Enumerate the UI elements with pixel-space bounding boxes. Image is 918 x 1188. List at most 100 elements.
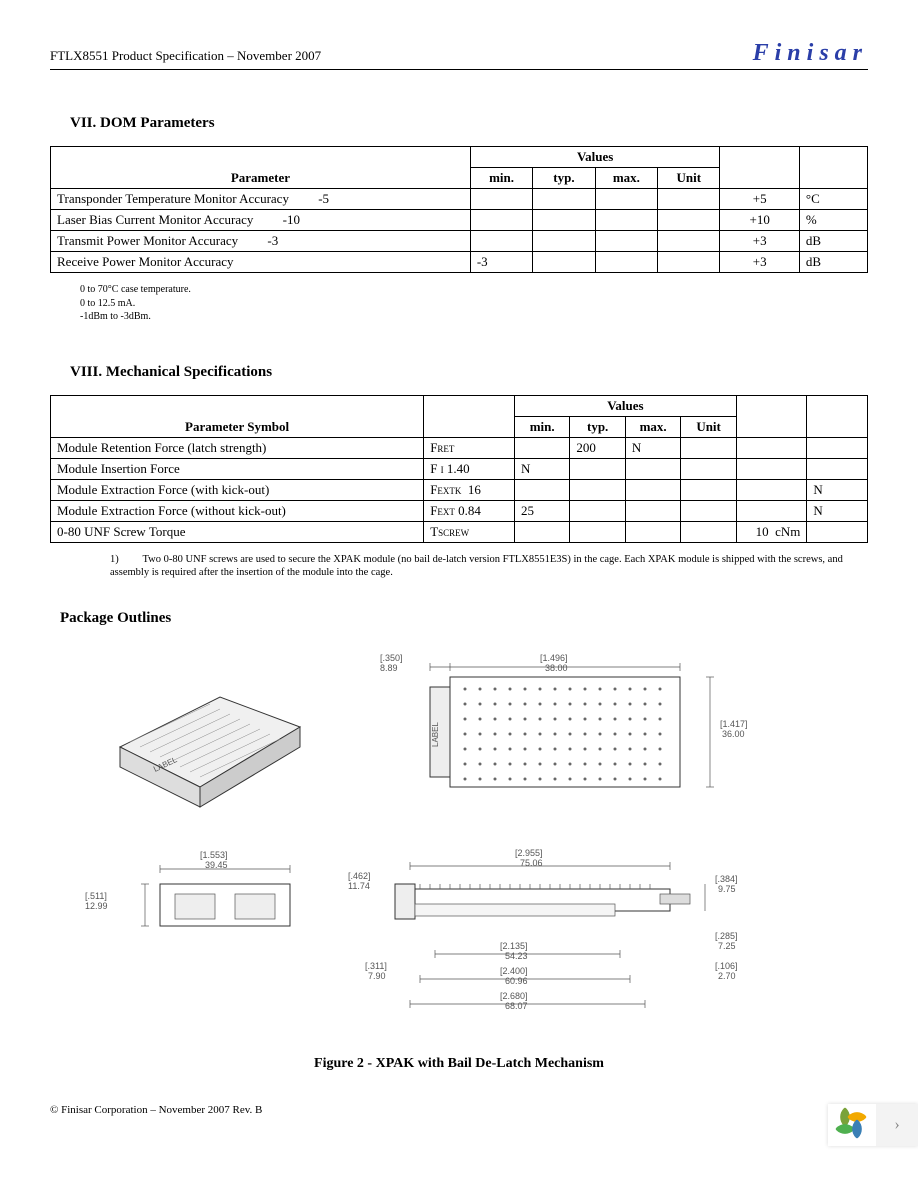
cell-unit: dB [799, 231, 867, 252]
svg-text:[1.417]: [1.417] [720, 719, 748, 729]
table-row: Module Retention Force (latch strength) … [51, 437, 868, 458]
col-typ: typ. [570, 416, 625, 437]
footnote: 0 to 12.5 mA. [80, 297, 868, 311]
cell-unitcol [658, 189, 720, 210]
cell-sym: FEXT 0.84 [424, 500, 515, 521]
svg-text:[2.955]: [2.955] [515, 848, 543, 858]
cell-max: N [625, 437, 680, 458]
col-values: Values [470, 147, 720, 168]
cell-notes [807, 458, 868, 479]
svg-text:11.74: 11.74 [348, 881, 370, 891]
top-drawing-svg: LABEL LABEL [60, 637, 820, 812]
table-row: Transmit Power Monitor Accuracy -3 +3 dB [51, 231, 868, 252]
col-unit: Unit [658, 168, 720, 189]
svg-text:[2.400]: [2.400] [500, 966, 528, 976]
cell-typ: 200 [570, 437, 625, 458]
cell-unit: % [799, 210, 867, 231]
svg-text:[.106]: [.106] [715, 961, 738, 971]
cell-maxcol [595, 189, 657, 210]
cell-notes [807, 437, 868, 458]
svg-text:[.311]: [.311] [365, 961, 387, 971]
param-name: Module Extraction Force (with kick-out) [51, 479, 424, 500]
svg-text:[2.135]: [2.135] [500, 941, 528, 951]
viewer-logo-icon[interactable] [828, 1104, 876, 1146]
svg-text:[.462]: [.462] [348, 871, 371, 881]
svg-text:38.00: 38.00 [545, 663, 568, 673]
brand-logo: Finisar [753, 40, 868, 67]
section8-note: 1) Two 0-80 UNF screws are used to secur… [110, 553, 868, 580]
svg-text:[.350]: [.350] [380, 653, 403, 663]
svg-text:[2.680]: [2.680] [500, 991, 528, 1001]
cell-sym: F I 1.40 [424, 458, 515, 479]
cell-min [470, 231, 532, 252]
col-empty2 [799, 147, 867, 189]
svg-text:54.23: 54.23 [505, 951, 528, 961]
cell-max: +3 [720, 231, 799, 252]
svg-text:8.89: 8.89 [380, 663, 398, 673]
svg-text:LABEL: LABEL [431, 721, 440, 746]
table-row: Module Insertion Force F I 1.40 N [51, 458, 868, 479]
package-drawing-bottom: [1.553] 39.45 [.511] 12.99 [60, 824, 868, 1026]
bottom-drawing-svg: [1.553] 39.45 [.511] 12.99 [60, 824, 820, 1024]
svg-text:75.06: 75.06 [520, 858, 543, 868]
svg-text:36.00: 36.00 [722, 729, 745, 739]
section7-heading: VII. DOM Parameters [70, 115, 868, 132]
table-row: Module Extraction Force (without kick-ou… [51, 500, 868, 521]
cell-typ [533, 189, 595, 210]
dom-parameters-table: Parameter Values min. typ. max. Unit Tra… [50, 146, 868, 273]
cell-typ [533, 210, 595, 231]
col-parameter: Parameter Symbol [51, 395, 424, 437]
cell-sym: FEXTK 16 [424, 479, 515, 500]
param-name: Transponder Temperature Monitor Accuracy [57, 191, 289, 206]
col-typ: typ. [533, 168, 595, 189]
table-row: Receive Power Monitor Accuracy -3 +3 dB [51, 252, 868, 273]
col-unit: Unit [681, 416, 736, 437]
table-row: 0-80 UNF Screw Torque TSCREW 10 cNm [51, 521, 868, 542]
col-parameter: Parameter [51, 147, 471, 189]
cell-max: +5 [720, 189, 799, 210]
col-sym [424, 395, 515, 437]
cell-typ: 25 [514, 500, 569, 521]
table-row: Module Extraction Force (with kick-out) … [51, 479, 868, 500]
svg-text:[.384]: [.384] [715, 874, 738, 884]
page: FTLX8551 Product Specification – Novembe… [0, 0, 918, 1146]
cell-notes: N [807, 479, 868, 500]
footnote: 0 to 70°C case temperature. [80, 283, 868, 297]
param-name: Module Extraction Force (without kick-ou… [51, 500, 424, 521]
svg-text:68.07: 68.07 [505, 1001, 528, 1011]
cell-max: +3 [720, 252, 799, 273]
cell-min: -3 [470, 252, 532, 273]
svg-text:[1.553]: [1.553] [200, 850, 228, 860]
cell-typ [533, 252, 595, 273]
section8-heading: VIII. Mechanical Specifications [70, 364, 868, 381]
param-name: Module Retention Force (latch strength) [51, 437, 424, 458]
viewer-widget: › [828, 1104, 918, 1146]
svg-text:[1.496]: [1.496] [540, 653, 568, 663]
svg-text:[.285]: [.285] [715, 931, 738, 941]
param-sym: -5 [318, 191, 329, 206]
svg-text:39.45: 39.45 [205, 860, 228, 870]
col-empty [720, 147, 799, 189]
svg-text:12.99: 12.99 [85, 901, 108, 911]
chevron-right-icon: › [894, 1116, 899, 1134]
param-name: Module Insertion Force [51, 458, 424, 479]
figure-caption: Figure 2 - XPAK with Bail De-Latch Mecha… [50, 1056, 868, 1072]
cell-unit: °C [799, 189, 867, 210]
svg-text:9.75: 9.75 [718, 884, 736, 894]
cell-min [514, 437, 569, 458]
col-values: Values [514, 395, 736, 416]
note-number: 1) [110, 553, 140, 567]
next-page-button[interactable]: › [876, 1104, 918, 1146]
doc-title: FTLX8551 Product Specification – Novembe… [50, 48, 321, 64]
cell-min [470, 210, 532, 231]
page-header: FTLX8551 Product Specification – Novembe… [50, 40, 868, 70]
cell-sym: FRET [424, 437, 515, 458]
col-empty2 [807, 395, 868, 437]
param-name: Transmit Power Monitor Accuracy [57, 233, 238, 248]
page-footer: © Finisar Corporation – November 2007 Re… [50, 1102, 868, 1116]
cell-max: +10 [720, 210, 799, 231]
svg-text:7.90: 7.90 [368, 971, 386, 981]
table-row: Laser Bias Current Monitor Accuracy -10 … [51, 210, 868, 231]
section7-footnotes: 0 to 70°C case temperature. 0 to 12.5 mA… [80, 283, 868, 324]
col-min: min. [470, 168, 532, 189]
